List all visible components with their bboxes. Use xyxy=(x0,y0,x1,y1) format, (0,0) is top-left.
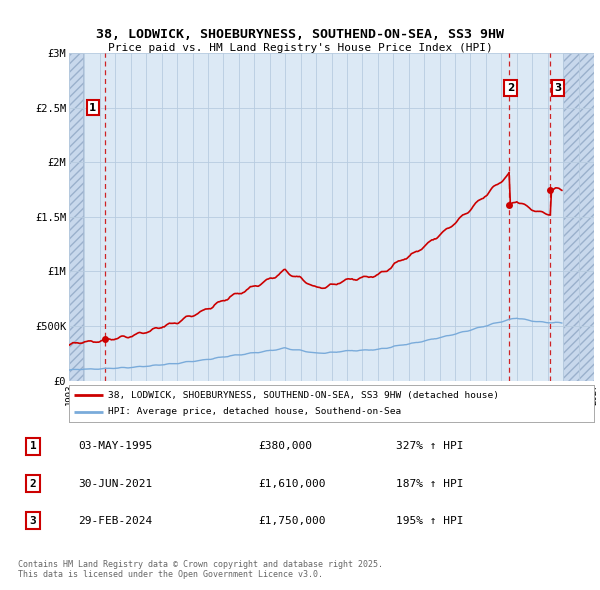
Text: 03-MAY-1995: 03-MAY-1995 xyxy=(78,441,152,451)
Text: 2: 2 xyxy=(507,83,514,93)
Text: 327% ↑ HPI: 327% ↑ HPI xyxy=(396,441,464,451)
Text: 29-FEB-2024: 29-FEB-2024 xyxy=(78,516,152,526)
Text: HPI: Average price, detached house, Southend-on-Sea: HPI: Average price, detached house, Sout… xyxy=(109,408,401,417)
Text: 195% ↑ HPI: 195% ↑ HPI xyxy=(396,516,464,526)
Text: £1,610,000: £1,610,000 xyxy=(258,478,325,489)
Text: Price paid vs. HM Land Registry's House Price Index (HPI): Price paid vs. HM Land Registry's House … xyxy=(107,44,493,53)
Text: 1: 1 xyxy=(29,441,37,451)
Text: 38, LODWICK, SHOEBURYNESS, SOUTHEND-ON-SEA, SS3 9HW: 38, LODWICK, SHOEBURYNESS, SOUTHEND-ON-S… xyxy=(96,28,504,41)
Bar xyxy=(563,53,594,381)
Text: 187% ↑ HPI: 187% ↑ HPI xyxy=(396,478,464,489)
Text: 3: 3 xyxy=(29,516,37,526)
Text: £380,000: £380,000 xyxy=(258,441,312,451)
Text: Contains HM Land Registry data © Crown copyright and database right 2025.
This d: Contains HM Land Registry data © Crown c… xyxy=(18,560,383,579)
Text: 38, LODWICK, SHOEBURYNESS, SOUTHEND-ON-SEA, SS3 9HW (detached house): 38, LODWICK, SHOEBURYNESS, SOUTHEND-ON-S… xyxy=(109,391,499,399)
Text: 1: 1 xyxy=(89,103,97,113)
Text: £1,750,000: £1,750,000 xyxy=(258,516,325,526)
Bar xyxy=(69,53,83,381)
Text: 30-JUN-2021: 30-JUN-2021 xyxy=(78,478,152,489)
Text: 2: 2 xyxy=(29,478,37,489)
Text: 3: 3 xyxy=(554,83,562,93)
